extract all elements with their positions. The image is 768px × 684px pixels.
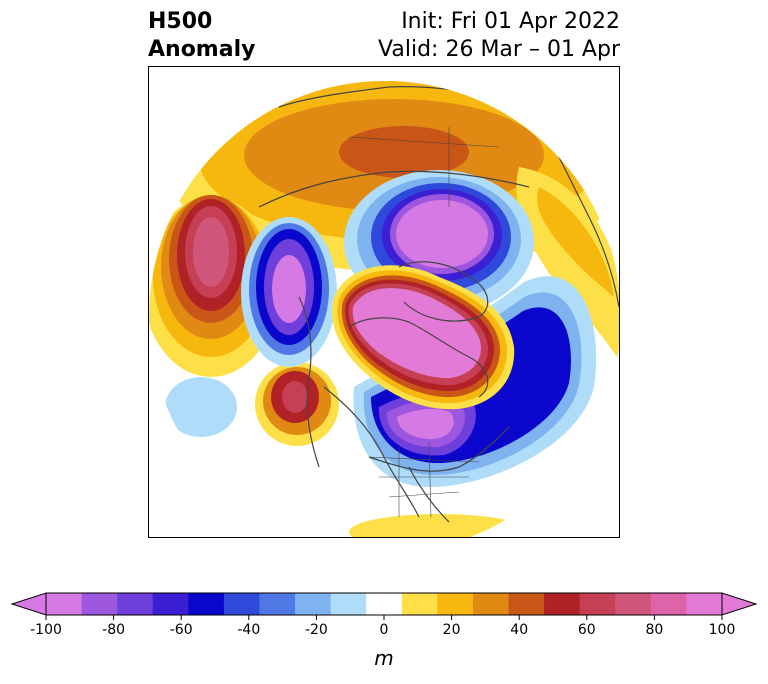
title-field: Anomaly [148, 37, 256, 62]
valid-range: Valid: 26 Mar – 01 Apr [378, 37, 620, 62]
colorbar-cell [46, 593, 83, 615]
colorbar-tick-label: 20 [443, 622, 461, 638]
colorbar-cell [579, 593, 616, 615]
colorbar-cell [544, 593, 581, 615]
anomaly-map [148, 66, 620, 538]
colorbar-tick-label: -100 [30, 622, 62, 638]
colorbar-cell [330, 593, 367, 615]
colorbar-cell [223, 593, 260, 615]
anomaly-neg-siberia-4 [272, 255, 306, 323]
anomaly-pos-europe-2 [537, 187, 614, 297]
colorbar-tick-label: -40 [237, 622, 260, 638]
anomaly-pos-bering-3 [282, 381, 308, 413]
colorbar-tick-label: -20 [305, 622, 328, 638]
colorbar-cell [259, 593, 296, 615]
anomaly-pos-arctic-core [352, 288, 482, 379]
anomaly-pos-pacific-6 [193, 217, 229, 287]
anomaly-neg-pacific [165, 377, 237, 437]
colorbar-cell [188, 593, 225, 615]
colorbar-extend-max [721, 592, 758, 616]
anomaly-neg-scandinavia-5 [396, 200, 488, 268]
colorbar-extend-min [10, 592, 47, 616]
colorbar-cell [401, 593, 438, 615]
colorbar-cell [472, 593, 510, 615]
title-variable: H500 [148, 9, 213, 34]
colorbar-tick-label: -60 [170, 622, 193, 638]
colorbar-cell [295, 593, 332, 615]
colorbar-cell [152, 593, 189, 615]
colorbar: -100 -80 -60 -40 -20 0 20 40 60 80 100 [10, 592, 758, 638]
colorbar-unit-label: m [374, 646, 394, 670]
colorbar-cell [117, 593, 154, 615]
colorbar-cell [650, 593, 687, 615]
colorbar-cell [686, 593, 723, 615]
borders [348, 127, 500, 518]
colorbar-cell [366, 593, 403, 615]
colorbar-cell [615, 593, 652, 615]
anomaly-neg-canada-5 [397, 408, 454, 440]
init-time: Init: Fri 01 Apr 2022 [401, 9, 620, 34]
colorbar-cell [508, 593, 545, 615]
colorbar-tick-label: 40 [510, 622, 528, 638]
title-left: H500 Anomaly [148, 8, 255, 64]
colorbar-tick-label: 60 [578, 622, 596, 638]
colorbar-cell [437, 593, 474, 615]
anomaly-pos-subtropics [349, 514, 529, 537]
colorbar-tick-label: 100 [709, 622, 736, 638]
title-right: Init: Fri 01 Apr 2022 Valid: 26 Mar – 01… [378, 8, 620, 64]
anomaly-pos-core-asia [339, 126, 469, 178]
map-svg [149, 81, 619, 537]
colorbar-tick-label: 80 [645, 622, 663, 638]
colorbar-tick-label: 0 [380, 622, 389, 638]
colorbar-tick-label: -80 [102, 622, 125, 638]
colorbar-cell [81, 593, 118, 615]
